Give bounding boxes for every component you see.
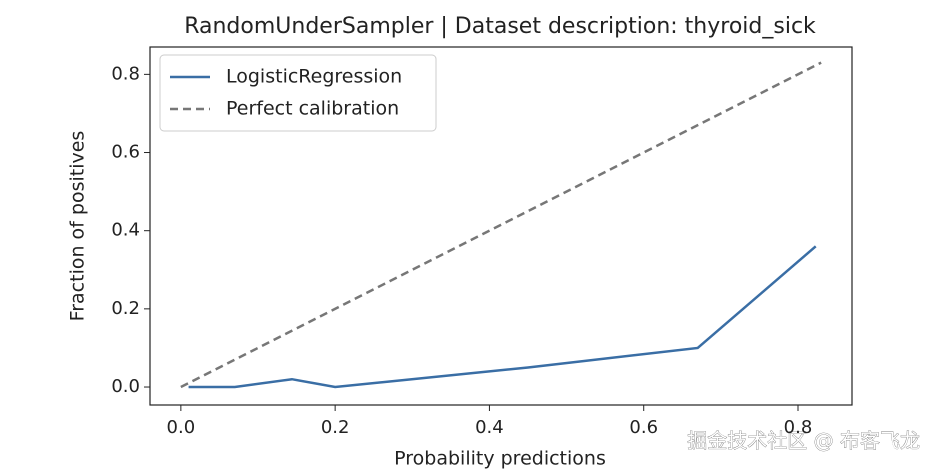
chart-title: RandomUnderSampler | Dataset description…: [184, 14, 816, 39]
x-tick-label: 0.4: [475, 417, 504, 438]
axes-frame: [149, 46, 853, 406]
x-tick-label: 0.0: [167, 417, 196, 438]
x-axis-label: Probability predictions: [394, 448, 606, 470]
watermark: 掘金技术社区 @ 布客飞龙: [687, 429, 920, 453]
x-tick-label: 0.2: [321, 417, 350, 438]
y-tick-label: 0.0: [111, 376, 140, 397]
y-tick-label: 0.2: [111, 298, 140, 319]
legend-box: [159, 54, 437, 132]
series-line: [188, 245, 817, 389]
series-line: [180, 61, 822, 389]
y-tick-label: 0.4: [111, 220, 140, 241]
legend-label: Perfect calibration: [226, 98, 399, 120]
x-tick-label: 0.6: [629, 417, 658, 438]
y-tick-label: 0.8: [111, 63, 140, 84]
x-tick-label: 0.8: [784, 417, 813, 438]
y-tick-label: 0.6: [111, 142, 140, 163]
y-axis-label: Fraction of positives: [67, 131, 89, 322]
legend-label: LogisticRegression: [226, 66, 402, 88]
